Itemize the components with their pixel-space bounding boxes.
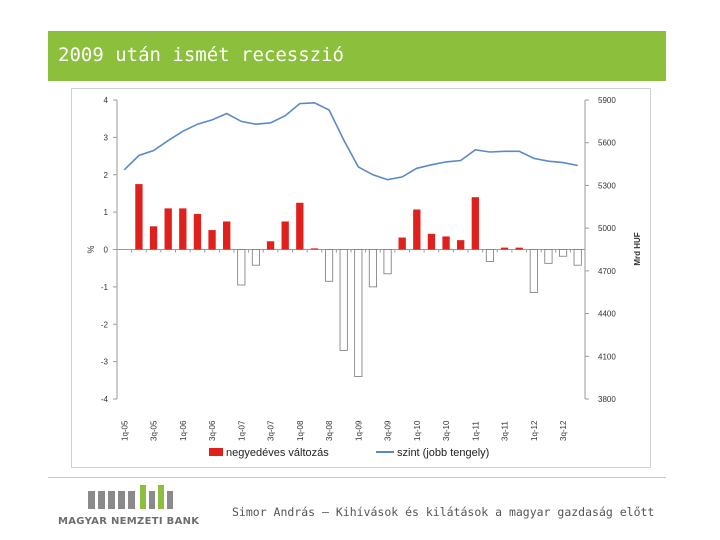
bar-3q-10 (442, 236, 450, 250)
bar-1q-08 (296, 202, 304, 250)
line-series-szint (123, 101, 578, 181)
y-right-tick-label: 5900 (598, 96, 616, 105)
bar-4q-11 (515, 247, 523, 250)
bar-2q-08 (310, 248, 319, 250)
y-right-tick-label: 5300 (598, 181, 616, 190)
y-right-tick-label: 5600 (598, 139, 616, 148)
x-tick-label-3q-10: 3q-10 (442, 420, 451, 441)
bar-4q-10 (457, 240, 465, 250)
bar-4q-09 (398, 237, 406, 250)
bar-1q-12 (529, 249, 538, 293)
footer-text: Simor András – Kihívások és kilátások a … (232, 505, 655, 519)
x-tick-label-3q-06: 3q-06 (208, 420, 217, 441)
y-left-tick-label: -4 (101, 395, 109, 404)
bar-3q-11 (500, 247, 509, 250)
y-left-tick-label: 1 (104, 208, 109, 217)
bar-2q-07 (251, 249, 260, 266)
bar-2q-11 (485, 249, 494, 262)
bar-3q-12 (559, 249, 568, 257)
y-left-tick-label: 3 (104, 133, 109, 142)
logo-text: MAGYAR NEMZETI BANK (58, 516, 200, 527)
chart: 4 3 2 1 0 -1 -2 -3 -4 5900 5600 5300 5000 4700 4400 410… (86, 96, 642, 459)
y-right-tick-label: 3800 (598, 395, 616, 404)
y-right-tick-label: 4700 (598, 267, 616, 276)
y-left-tick-label: 2 (104, 171, 109, 180)
y-left-tick-label: 0 (104, 246, 109, 255)
bar-4q-07 (281, 221, 289, 250)
y-left-tick-label: -2 (101, 320, 109, 329)
bar-3q-07 (266, 241, 275, 250)
bar-3q-08 (325, 249, 334, 282)
x-tick-label-3q-09: 3q-09 (384, 420, 393, 441)
bar-4q-12 (573, 249, 582, 266)
footer-divider (48, 477, 666, 478)
y-right-axis-label: Mrd HUF (633, 232, 642, 265)
bar-1q-06 (179, 208, 187, 250)
y-left-tick-label: 4 (104, 96, 109, 105)
bar-2q-09 (368, 249, 377, 288)
bar-2q-12 (544, 249, 553, 264)
x-tick-label-3q-05: 3q-05 (150, 420, 159, 441)
bar-2q-06 (193, 213, 202, 250)
y-left-tick-label: -1 (101, 283, 109, 292)
x-tick-label-3q-08: 3q-08 (325, 420, 334, 441)
x-tick-label-1q-10: 1q-10 (413, 420, 422, 441)
bar-2q-05 (135, 184, 143, 250)
y-right-tick-label: 4100 (598, 352, 616, 361)
legend-swatch-bar (209, 448, 223, 456)
x-tick-label-3q-07: 3q-07 (267, 420, 276, 441)
logo-columns-icon (88, 485, 173, 509)
x-tick-label-1q-06: 1q-06 (179, 420, 188, 441)
x-tick-label-1q-09: 1q-09 (354, 420, 363, 441)
title-bar: 2009 után ismét recesszió (48, 31, 666, 81)
x-tick-label-1q-12: 1q-12 (530, 420, 539, 441)
bar-4q-05 (164, 208, 172, 250)
x-tick-label-1q-05: 1q-05 (120, 420, 129, 441)
x-tick-label-1q-07: 1q-07 (237, 420, 246, 441)
bar-3q-05 (149, 226, 158, 250)
bar-3q-09 (383, 249, 392, 275)
legend-label-line: szint (jobb tengely) (397, 447, 489, 459)
y-right-tick-label: 4400 (598, 310, 616, 319)
bar-1q-07 (237, 249, 246, 286)
chart-frame: 4 3 2 1 0 -1 -2 -3 -4 5900 5600 5300 5000 4700 4400 410… (71, 88, 651, 468)
bar-1q-09 (354, 249, 363, 377)
y-right-tick-label: 5000 (598, 224, 616, 233)
bar-2q-10 (427, 233, 436, 250)
legend-label-bar: negyedéves változás (226, 447, 329, 459)
bar-4q-08 (339, 249, 348, 351)
y-left-tick-label: -3 (101, 358, 109, 367)
bar-4q-06 (223, 221, 231, 250)
x-tick-label-1q-08: 1q-08 (296, 420, 305, 441)
x-tick-label-3q-11: 3q-11 (501, 421, 510, 441)
bar-1q-10 (413, 209, 421, 250)
slide-title: 2009 után ismét recesszió (58, 44, 344, 66)
mnb-logo: MAGYAR NEMZETI BANK (52, 481, 204, 537)
y-left-axis-label: % (86, 245, 96, 253)
x-tick-label-3q-12: 3q-12 (559, 420, 568, 441)
bar-3q-06 (208, 230, 216, 250)
bar-1q-11 (471, 197, 479, 250)
x-tick-label-1q-11: 1q-11 (471, 421, 480, 441)
